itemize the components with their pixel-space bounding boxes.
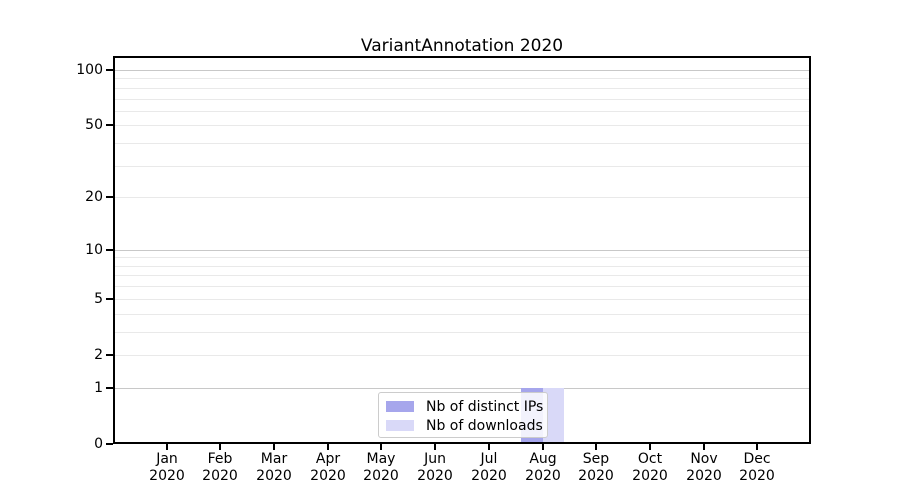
- chart-title: VariantAnnotation 2020: [360, 36, 564, 56]
- y-tick-label: 50: [85, 117, 103, 133]
- x-tick-label: May 2020: [349, 451, 413, 485]
- x-tick-label: Mar 2020: [242, 451, 306, 485]
- y-gridline: [115, 88, 809, 89]
- y-tick-label: 2: [94, 347, 103, 363]
- x-tick-label: Sep 2020: [564, 451, 628, 485]
- x-tick-mark: [542, 444, 544, 450]
- y-gridline: [115, 286, 809, 287]
- legend-item-distinct-ips: Nb of distinct IPs: [379, 397, 547, 416]
- x-tick-label: Nov 2020: [672, 451, 736, 485]
- x-tick-month: Jan: [156, 451, 178, 467]
- y-gridline: [115, 78, 809, 79]
- x-tick-mark: [649, 444, 651, 450]
- x-tick-year: 2020: [417, 468, 453, 484]
- y-tick-mark: [106, 69, 113, 71]
- legend-label-downloads: Nb of downloads: [426, 417, 543, 434]
- y-tick-label: 5: [94, 291, 103, 307]
- x-tick-month: Oct: [637, 451, 663, 467]
- x-tick-label: Jan 2020: [135, 451, 199, 485]
- y-tick-label: 100: [76, 62, 103, 78]
- y-tick-mark: [106, 249, 113, 251]
- y-gridline: [115, 332, 809, 333]
- legend-swatch-distinct-ips: [386, 401, 414, 412]
- x-tick-label: Jul 2020: [457, 451, 521, 485]
- x-tick-year: 2020: [632, 468, 668, 484]
- y-tick-mark: [106, 298, 113, 300]
- x-tick-label: Apr 2020: [296, 451, 360, 485]
- x-tick-mark: [488, 444, 490, 450]
- x-tick-mark: [434, 444, 436, 450]
- x-tick-mark: [595, 444, 597, 450]
- x-tick-year: 2020: [149, 468, 185, 484]
- y-tick-mark: [106, 443, 113, 445]
- x-tick-year: 2020: [256, 468, 292, 484]
- x-tick-month: Feb: [207, 451, 233, 467]
- x-tick-mark: [756, 444, 758, 450]
- y-gridline: [115, 314, 809, 315]
- y-gridline: [115, 275, 809, 276]
- y-gridline: [115, 250, 809, 251]
- y-tick-mark: [106, 354, 113, 356]
- x-tick-label: Oct 2020: [618, 451, 682, 485]
- x-tick-month: Sep: [582, 451, 610, 467]
- x-tick-label: Dec 2020: [725, 451, 789, 485]
- y-tick-mark: [106, 387, 113, 389]
- x-tick-month: Aug: [529, 451, 557, 467]
- x-tick-month: Nov: [690, 451, 718, 467]
- y-gridline: [115, 143, 809, 144]
- y-tick-mark: [106, 196, 113, 198]
- y-gridline: [115, 197, 809, 198]
- x-tick-month: Jun: [424, 451, 446, 467]
- y-gridline: [115, 355, 809, 356]
- y-gridline: [115, 266, 809, 267]
- legend-swatch-downloads: [386, 420, 414, 431]
- y-gridline: [115, 388, 809, 389]
- x-tick-label: Aug 2020: [511, 451, 575, 485]
- x-tick-year: 2020: [310, 468, 346, 484]
- legend-item-downloads: Nb of downloads: [379, 416, 547, 435]
- x-tick-mark: [380, 444, 382, 450]
- y-tick-label: 20: [85, 189, 103, 205]
- x-tick-year: 2020: [525, 468, 561, 484]
- x-tick-mark: [219, 444, 221, 450]
- x-tick-mark: [166, 444, 168, 450]
- x-tick-year: 2020: [739, 468, 775, 484]
- y-tick-label: 10: [85, 242, 103, 258]
- x-tick-year: 2020: [363, 468, 399, 484]
- y-tick-mark: [106, 124, 113, 126]
- x-tick-year: 2020: [578, 468, 614, 484]
- legend-label-distinct-ips: Nb of distinct IPs: [426, 398, 544, 415]
- x-tick-year: 2020: [686, 468, 722, 484]
- y-gridline: [115, 111, 809, 112]
- x-tick-month: Mar: [260, 451, 288, 467]
- x-tick-month: May: [366, 451, 396, 467]
- x-tick-month: Dec: [743, 451, 771, 467]
- y-gridline: [115, 166, 809, 167]
- x-tick-mark: [273, 444, 275, 450]
- y-gridline: [115, 257, 809, 258]
- x-tick-mark: [703, 444, 705, 450]
- y-tick-label: 0: [94, 436, 103, 452]
- x-tick-mark: [327, 444, 329, 450]
- x-tick-year: 2020: [202, 468, 238, 484]
- x-tick-month: Jul: [480, 451, 498, 467]
- y-gridline: [115, 125, 809, 126]
- y-gridline: [115, 299, 809, 300]
- x-tick-label: Feb 2020: [188, 451, 252, 485]
- y-gridline: [115, 99, 809, 100]
- x-tick-month: Apr: [315, 451, 341, 467]
- y-gridline: [115, 70, 809, 71]
- legend: Nb of distinct IPs Nb of downloads: [378, 392, 548, 438]
- x-tick-label: Jun 2020: [403, 451, 467, 485]
- x-tick-year: 2020: [471, 468, 507, 484]
- y-tick-label: 1: [94, 380, 103, 396]
